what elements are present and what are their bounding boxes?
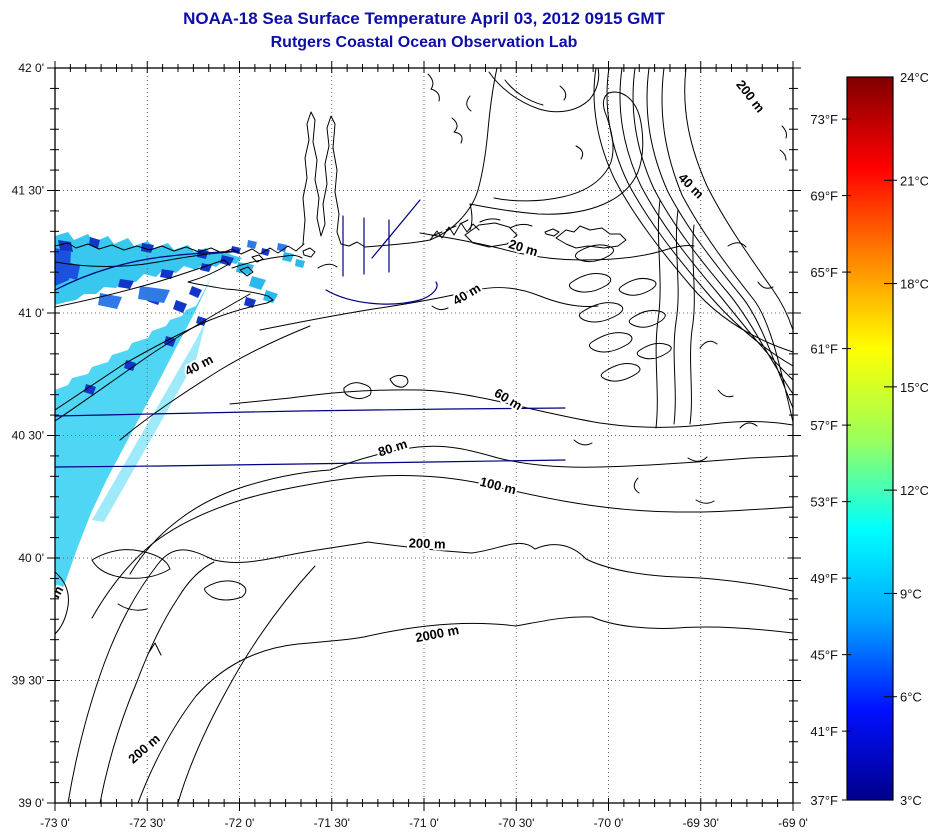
colorbar-celsius-label: 24°C (900, 70, 928, 85)
lon-tick-label: -70 0' (594, 816, 624, 830)
misc-bits (317, 73, 584, 311)
nantucket-shoals-contours (568, 125, 787, 504)
transect-line-south (55, 459, 566, 468)
narragansett-bay (302, 111, 366, 248)
colorbar-fahrenheit-label: 49°F (810, 571, 838, 586)
colorbar-fahrenheit-label: 41°F (810, 724, 838, 739)
colorbar-fahrenheit-label: 65°F (810, 265, 838, 280)
colorbar: 24°C 21°C 18°C 15°C 12°C 9°C 6°C 3°C 73°F 69°F 65°… (810, 70, 928, 808)
long-island-north-shore (55, 259, 230, 308)
lon-tick-label: -71 30' (314, 816, 350, 830)
lon-tick-label: -69 30' (683, 816, 719, 830)
lat-tick-label: 41 0' (18, 306, 44, 320)
massachusetts-coast (429, 68, 498, 241)
colorbar-celsius-label: 12°C (900, 483, 928, 498)
colorbar-fahrenheit-label: 69°F (810, 189, 838, 204)
colorbar-labels: 24°C 21°C 18°C 15°C 12°C 9°C 6°C 3°C 73°F 69°F 65°… (810, 70, 928, 808)
contour-depth-label: 80 m (376, 436, 409, 459)
contour-20m (419, 232, 695, 261)
lat-tick-label: 40 30' (12, 429, 44, 443)
graticule (55, 68, 793, 803)
colorbar-fahrenheit-label: 61°F (810, 342, 838, 357)
lat-tick-label: 39 30' (12, 674, 44, 688)
colorbar-fahrenheit-label: 57°F (810, 418, 838, 433)
cape-cod (469, 68, 644, 231)
axis-labels: -73 0' -72 30' -72 0' -71 30' -71 0' -70 30' -… (12, 61, 808, 830)
marthas-vineyard (464, 222, 518, 248)
transect-verticals (342, 215, 390, 277)
barrier-islands (55, 293, 251, 422)
contour-depth-label: 20 m (507, 236, 540, 259)
colorbar-fahrenheit-label: 45°F (810, 648, 838, 663)
coastlines (55, 68, 644, 422)
page-title: NOAA-18 Sea Surface Temperature April 03… (183, 9, 665, 28)
page-subtitle: Rutgers Coastal Ocean Observation Lab (271, 34, 578, 51)
contour-40m (119, 287, 599, 441)
lon-tick-label: -71 0' (409, 816, 439, 830)
bathymetry-contours (55, 68, 793, 803)
colorbar-celsius-label: 15°C (900, 380, 928, 395)
colorbar-celsius-label: 6°C (900, 690, 922, 705)
block-island (302, 247, 316, 258)
connecticut-coast (55, 242, 305, 255)
contour-2000m (137, 616, 793, 803)
contour-depth-label: 2000 m (414, 622, 460, 645)
contour-depth-label: 40 m (450, 280, 483, 308)
colorbar-gradient (846, 76, 894, 801)
peconic-bays (187, 263, 274, 304)
lon-tick-label: -72 30' (129, 816, 165, 830)
lat-tick-label: 40 0' (18, 551, 44, 565)
contour-depth-label: 200 m (408, 535, 445, 551)
lat-tick-label: 39 0' (18, 796, 44, 810)
lon-tick-label: -70 30' (498, 816, 534, 830)
contour-depth-label: 100 m (478, 474, 517, 497)
contour-80m (129, 445, 793, 575)
shelf-contour-bundle (593, 68, 793, 423)
sound-contour (55, 251, 303, 269)
transect-lines (55, 199, 566, 468)
sst-data-swath (55, 232, 305, 598)
transect-line-north (55, 407, 566, 417)
ri-sound-arc (325, 281, 438, 305)
axis-ticks (47, 61, 801, 811)
colorbar-celsius-label: 21°C (900, 173, 928, 188)
colorbar-fahrenheit-label: 37°F (810, 793, 838, 808)
contour-60m (229, 374, 793, 428)
lon-tick-label: -69 0' (778, 816, 808, 830)
rhode-island-coast (364, 222, 480, 248)
contour-200m (67, 541, 793, 803)
colorbar-fahrenheit-label: 53°F (810, 495, 838, 510)
mud-hole-contours (55, 549, 247, 635)
long-island-south-shore (55, 302, 268, 411)
lon-tick-label: -73 0' (40, 816, 70, 830)
lat-tick-label: 42 0' (18, 61, 44, 75)
nantucket-island (544, 225, 627, 249)
lat-tick-label: 41 30' (12, 184, 44, 198)
lon-tick-label: -72 0' (225, 816, 255, 830)
sound-navy-line (55, 250, 239, 291)
colorbar-celsius-label: 9°C (900, 586, 922, 601)
contour-depth-label: 200 m (125, 731, 163, 767)
elizabeth-islands (431, 219, 469, 237)
colorbar-fahrenheit-label: 73°F (810, 112, 838, 127)
colorbar-celsius-label: 3°C (900, 793, 922, 808)
colorbar-celsius-label: 18°C (900, 277, 928, 292)
contour-depth-label: 200 m (733, 77, 768, 115)
gardiners-fishers-islands (239, 254, 264, 277)
transect-diagonal (371, 199, 421, 259)
contour-100m (91, 475, 793, 619)
